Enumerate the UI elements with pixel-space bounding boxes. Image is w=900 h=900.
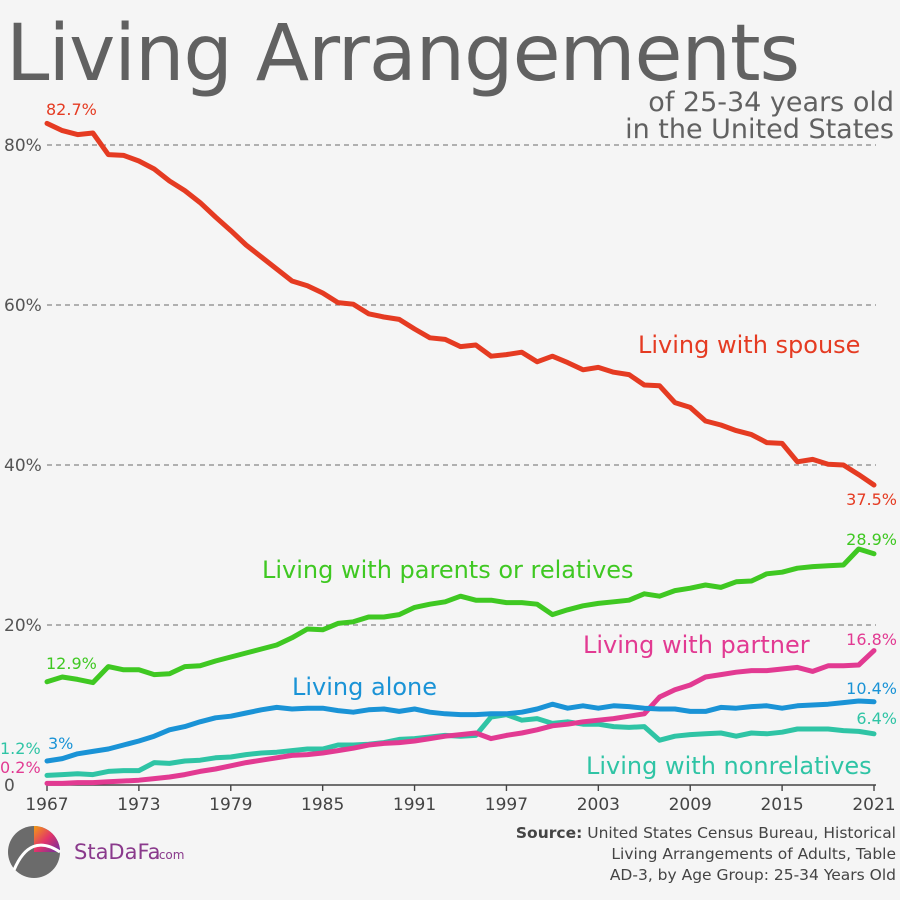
start-value-alone: 3% — [48, 734, 73, 753]
source-line1-group: Source: United States Census Bureau, His… — [516, 824, 896, 842]
brand-logo-curve — [12, 843, 61, 871]
brand-name: StaDaFa — [74, 840, 161, 864]
y-tick-label: 80% — [4, 136, 42, 156]
series-lines — [44, 120, 877, 786]
x-tick-label: 2009 — [669, 795, 712, 815]
x-tick-label: 2015 — [760, 795, 803, 815]
end-value-spouse: 37.5% — [846, 490, 897, 509]
end-value-nonrelatives: 6.4% — [856, 709, 897, 728]
start-value-parents: 12.9% — [46, 654, 97, 673]
grid — [47, 144, 876, 786]
chart-subtitle-line1: of 25-34 years old — [648, 87, 894, 118]
chart-subtitle-line2: in the United States — [625, 114, 894, 145]
end-value-partner: 16.8% — [846, 630, 897, 649]
series-label-nonrelatives: Living with nonrelatives — [586, 752, 872, 780]
source-line1: United States Census Bureau, Historical — [587, 824, 896, 842]
start-value-nonrelatives: 1.2% — [0, 739, 41, 758]
source-label: Source: — [516, 824, 582, 842]
series-line-alone — [44, 698, 877, 764]
series-label-alone: Living alone — [292, 673, 437, 701]
y-tick-label: 60% — [4, 296, 42, 316]
series-label-partner: Living with partner — [583, 631, 810, 659]
y-axis: 80% 60% 40% 20% 0 — [4, 136, 42, 796]
x-tick-label: 1991 — [393, 795, 436, 815]
y-tick-label: 20% — [4, 616, 42, 636]
y-tick-label: 40% — [4, 456, 42, 476]
start-value-partner: 0.2% — [0, 758, 41, 777]
series-label-spouse: Living with spouse — [638, 331, 860, 359]
brand-domain: .com — [155, 848, 184, 862]
end-value-parents: 28.9% — [846, 530, 897, 549]
x-tick-label: 1985 — [301, 795, 344, 815]
source-line2: Living Arrangements of Adults, Table — [611, 845, 896, 863]
series-line-partner — [44, 648, 877, 786]
end-value-alone: 10.4% — [846, 679, 897, 698]
series-label-parents: Living with parents or relatives — [262, 556, 634, 584]
brand-logo: StaDaFa .com — [8, 826, 184, 878]
series-line-parents — [44, 546, 877, 686]
x-axis: 1967 1973 1979 1985 1991 1997 2003 2009 2015 2021 — [25, 785, 896, 815]
x-tick-label: 1967 — [25, 795, 68, 815]
source-line3: AD-3, by Age Group: 25-34 Years Old — [610, 866, 896, 884]
x-tick-label: 1979 — [209, 795, 252, 815]
chart-title: Living Arrangements — [6, 9, 799, 99]
x-tick-label: 2003 — [577, 795, 620, 815]
y-tick-label: 0 — [4, 776, 15, 796]
start-value-spouse: 82.7% — [46, 100, 97, 119]
series-labels: Living with spouse 82.7% 37.5% Living with … — [0, 100, 897, 780]
source-note: Source: United States Census Bureau, His… — [516, 824, 896, 884]
x-tick-label: 2021 — [852, 795, 895, 815]
x-tick-label: 1997 — [485, 795, 528, 815]
x-tick-label: 1973 — [117, 795, 160, 815]
series-line-spouse — [44, 120, 877, 488]
